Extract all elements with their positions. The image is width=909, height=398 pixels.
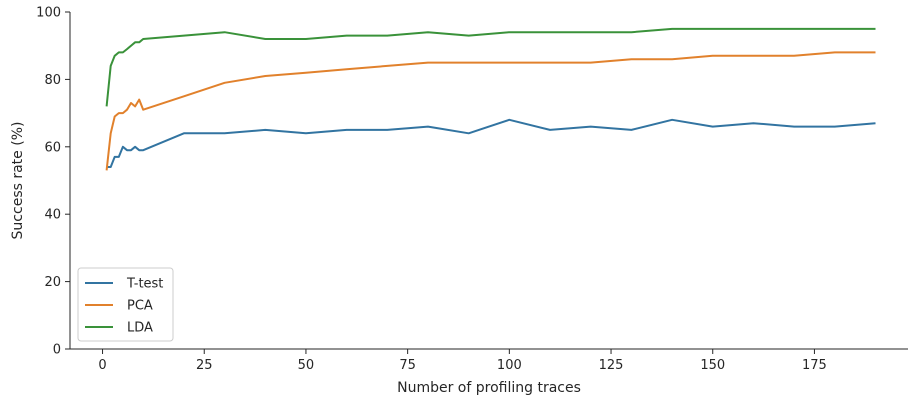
x-tick-label: 125 <box>599 358 624 373</box>
series-line-lda <box>105 27 876 107</box>
y-tick-label: 20 <box>44 275 61 290</box>
y-tick-label: 60 <box>44 140 61 155</box>
series-line-pca <box>105 51 876 171</box>
x-tick-label: 25 <box>196 358 213 373</box>
x-tick-label: 50 <box>298 358 315 373</box>
y-tick-label: 80 <box>44 73 61 88</box>
x-tick-label: 75 <box>399 358 416 373</box>
axes: 0 25 50 75 100 125 150 175 0 20 40 60 80 100 <box>36 6 908 373</box>
y-tick-label: 0 <box>53 343 61 358</box>
series-line-t-test <box>106 118 876 168</box>
legend-label: LDA <box>127 321 153 336</box>
legend-box <box>77 267 174 342</box>
y-tick-label: 40 <box>44 208 61 223</box>
x-tick-label: 100 <box>497 358 522 373</box>
x-axis-title: Number of profiling traces <box>397 380 581 396</box>
legend: T-test PCA LDA <box>77 267 174 342</box>
x-tick-label: 0 <box>98 358 106 373</box>
series-layer <box>105 27 876 171</box>
legend-label: PCA <box>127 299 153 314</box>
y-tick-label: 100 <box>36 6 61 21</box>
legend-label: T-test <box>126 277 163 292</box>
y-axis-title: Success rate (%) <box>10 122 26 240</box>
x-tick-label: 150 <box>700 358 725 373</box>
x-tick-label: 175 <box>802 358 827 373</box>
